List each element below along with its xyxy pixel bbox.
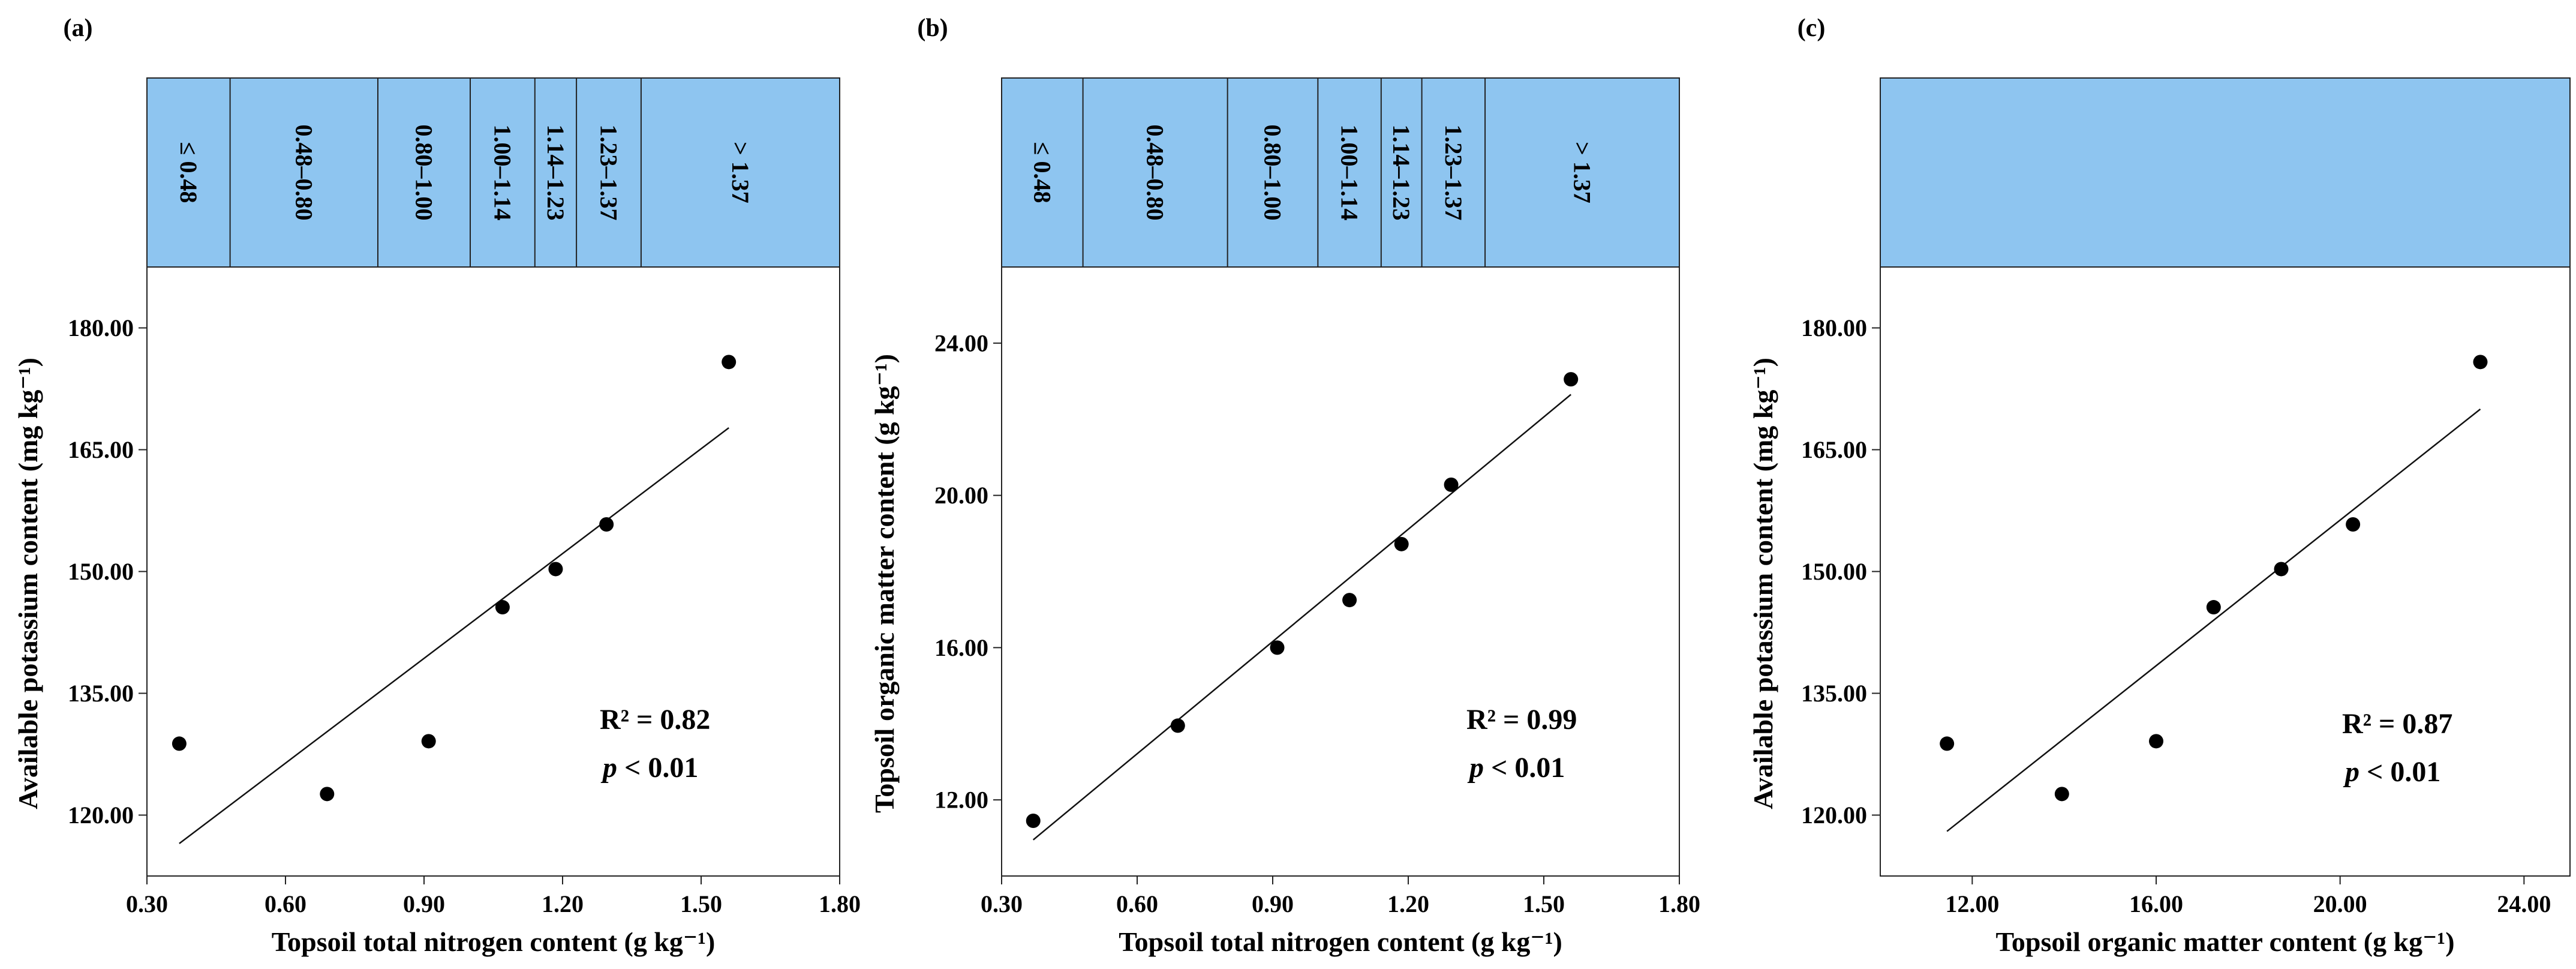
x-tick-label: 1.80: [1658, 890, 1700, 917]
band-label: 0.80–1.00: [1260, 125, 1287, 221]
data-point: [2274, 562, 2289, 577]
data-point: [172, 736, 187, 751]
y-tick-label: 165.00: [68, 436, 134, 463]
plot-frame: [1001, 266, 1680, 877]
y-tick-label: 135.00: [68, 680, 134, 707]
data-point: [2054, 787, 2069, 802]
x-tick-label: 1.80: [819, 890, 861, 917]
panel-label: (a): [64, 14, 93, 42]
y-tick-label: 150.00: [1801, 558, 1867, 585]
y-axis-title: Available potassium content (mg kg⁻¹): [1748, 358, 1778, 809]
data-point: [495, 600, 510, 615]
chart-panel-3: (c) 12.00 16.00 20.00 24.00 120.00 135.00 150.0…: [1748, 14, 2571, 957]
plot-frame: [1880, 266, 2571, 877]
y-tick-label: 12.00: [934, 787, 988, 814]
x-tick-label: 1.50: [680, 890, 722, 917]
plot-frame: [146, 266, 840, 877]
band-label: 1.00–1.14: [489, 125, 516, 221]
x-tick-label: 24.00: [2497, 890, 2551, 917]
y-tick-label: 120.00: [68, 802, 134, 829]
chart-panel-1: (a) ≤ 0.48 0.48–0.80 0.80–1.00 1.00–1.14 1.14…: [13, 14, 861, 957]
x-tick-label: 0.60: [1116, 890, 1158, 917]
x-tick-label: 1.50: [1523, 890, 1565, 917]
band-label: 1.23–1.37: [596, 125, 623, 221]
y-tick-label: 180.00: [68, 314, 134, 341]
x-tick-label: 0.90: [403, 890, 445, 917]
regression-line: [179, 427, 729, 844]
band-label: 0.48–0.80: [290, 125, 317, 221]
y-tick-label: 180.00: [1801, 314, 1867, 341]
y-tick-label: 135.00: [1801, 680, 1867, 707]
data-point: [1342, 593, 1357, 608]
x-axis-title: Topsoil total nitrogen content (g kg⁻¹): [272, 926, 716, 957]
p-value-label: p < 0.01: [2343, 756, 2440, 788]
panel-label: (c): [1798, 14, 1826, 42]
x-tick-label: 20.00: [2313, 890, 2367, 917]
y-tick-label: 120.00: [1801, 802, 1867, 829]
panel-label: (b): [917, 14, 948, 42]
r-squared-label: R² = 0.82: [600, 704, 710, 736]
x-tick-label: 16.00: [2129, 890, 2183, 917]
category-band-area: [146, 77, 840, 268]
data-point: [2206, 600, 2221, 615]
x-axis-title: Topsoil organic matter content (g kg⁻¹): [1995, 926, 2454, 957]
band-label: 1.14–1.23: [542, 125, 569, 221]
y-tick-label: 16.00: [934, 634, 988, 661]
band-label: 1.00–1.14: [1336, 125, 1363, 221]
y-tick-label: 165.00: [1801, 436, 1867, 463]
p-value-label: p < 0.01: [1467, 752, 1565, 784]
chart-panel-2: (b) ≤ 0.48 0.48–0.80 0.80–1.00 1.00–1.14 1.14…: [869, 14, 1700, 957]
data-point: [1940, 736, 1955, 751]
data-point: [599, 517, 614, 532]
data-point: [421, 734, 436, 749]
data-point: [1444, 477, 1459, 492]
y-axis-title: Topsoil organic matter content (g kg⁻¹): [869, 354, 900, 813]
data-point: [1026, 814, 1041, 829]
data-point: [1170, 718, 1185, 733]
x-axis-title: Topsoil total nitrogen content (g kg⁻¹): [1119, 926, 1562, 957]
data-point: [2149, 734, 2163, 749]
x-tick-label: 1.20: [1387, 890, 1429, 917]
data-point: [320, 787, 335, 802]
band-label: > 1.37: [1569, 142, 1596, 203]
x-tick-label: 0.30: [981, 890, 1023, 917]
data-point: [2473, 355, 2488, 370]
band-label: 1.23–1.37: [1440, 125, 1467, 221]
x-tick-label: 0.60: [264, 890, 306, 917]
band-label: ≤ 0.48: [175, 142, 202, 203]
data-point: [1564, 372, 1579, 387]
band-label: ≤ 0.48: [1029, 142, 1056, 203]
band-label: 0.48–0.80: [1142, 125, 1169, 221]
data-point: [2346, 517, 2361, 532]
y-tick-label: 150.00: [68, 558, 134, 585]
r-squared-label: R² = 0.87: [2342, 708, 2452, 740]
x-tick-label: 12.00: [1945, 890, 1999, 917]
regression-line: [1032, 394, 1571, 841]
band-label: 1.14–1.23: [1388, 125, 1415, 221]
data-point: [548, 562, 563, 577]
y-tick-label: 24.00: [934, 329, 988, 356]
x-tick-label: 1.20: [542, 890, 584, 917]
p-value-label: p < 0.01: [600, 752, 698, 784]
data-point: [722, 355, 737, 370]
data-point: [1394, 536, 1409, 551]
category-band-area: [1001, 77, 1680, 268]
band-label: > 1.37: [727, 142, 754, 203]
band-label: 0.80–1.00: [411, 125, 438, 221]
y-tick-label: 20.00: [934, 482, 988, 509]
x-tick-label: 0.30: [126, 890, 168, 917]
r-squared-label: R² = 0.99: [1466, 704, 1577, 736]
y-axis-title: Available potassium content (mg kg⁻¹): [13, 358, 43, 809]
category-band-area: [1880, 77, 2571, 268]
x-tick-label: 0.90: [1252, 890, 1294, 917]
regression-line: [1946, 408, 2481, 832]
data-point: [1270, 640, 1285, 655]
